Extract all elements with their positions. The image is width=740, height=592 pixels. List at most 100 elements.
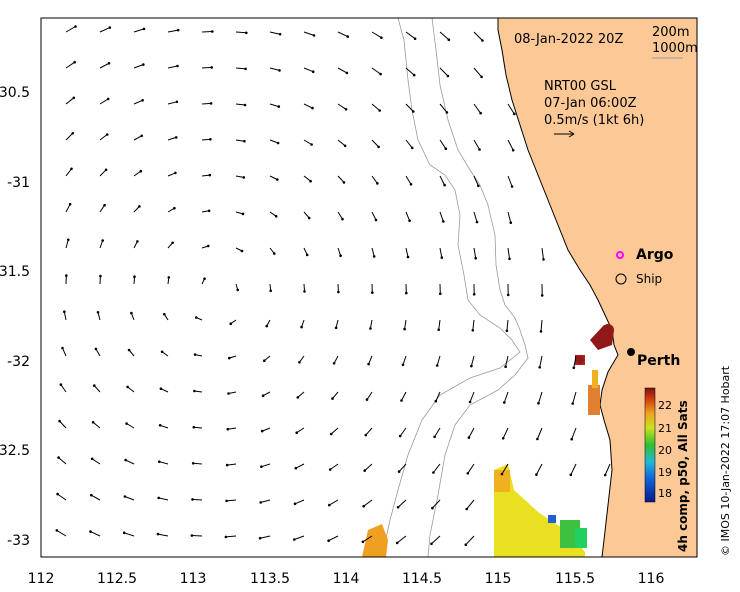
colorbar-tick-label: 20 (658, 444, 672, 457)
product-time: 07-Jan 06:00Z (544, 96, 637, 111)
current-vector-head (503, 401, 506, 404)
current-vector-head (412, 110, 415, 113)
current-vector-head (158, 424, 162, 427)
current-vector-head (208, 173, 212, 177)
colorbar-tick-label: 18 (658, 487, 672, 500)
current-vector-head (346, 35, 350, 38)
current-vector-head (57, 456, 60, 459)
current-vector (193, 462, 203, 465)
current-vector (466, 499, 475, 510)
current-vector-head (65, 274, 68, 277)
current-vector-head (142, 63, 145, 66)
current-vector-head (379, 72, 382, 76)
current-vector-head (174, 171, 177, 175)
current-vector (366, 391, 373, 400)
current-vector (435, 391, 441, 402)
current-vector (402, 355, 407, 365)
y-tick-label: -32 (7, 354, 30, 370)
current-vector (294, 535, 305, 540)
current-vector (337, 211, 343, 220)
current-vector-head (376, 182, 379, 185)
current-vector (397, 499, 407, 508)
current-vector (399, 427, 407, 437)
current-vector-head (194, 316, 198, 319)
current-vector-head (504, 365, 507, 369)
x-tick-label: 115.5 (555, 571, 595, 587)
current-vector-head (294, 466, 298, 470)
current-vector-head (236, 288, 239, 292)
current-vector (227, 427, 237, 430)
current-vector (405, 175, 412, 185)
current-vector (604, 463, 611, 476)
current-vector (362, 535, 373, 543)
current-vector (303, 211, 310, 219)
current-vector (294, 499, 305, 505)
current-vector-head (501, 437, 505, 440)
current-vector-head (433, 435, 436, 439)
current-vector-head (481, 39, 484, 42)
current-vector-head (430, 542, 433, 546)
y-tick-label: 30.5 (0, 85, 30, 101)
ship-marker-icon (615, 273, 627, 285)
current-vector-head (107, 62, 111, 65)
current-vector-head (479, 111, 482, 115)
current-vector-head (160, 350, 164, 354)
current-vector (159, 461, 169, 465)
current-vector-head (311, 106, 314, 110)
current-vector (363, 499, 373, 507)
current-vector-head (207, 209, 211, 213)
current-vector-head (409, 183, 413, 186)
current-vector-head (472, 293, 476, 296)
current-vector-head (307, 216, 311, 220)
current-vector (99, 240, 104, 249)
current-vector-head (361, 540, 365, 544)
current-vector (260, 499, 271, 503)
current-vector-head (101, 239, 104, 242)
current-vector (167, 65, 178, 69)
current-vector-head (506, 293, 510, 297)
current-vector (371, 175, 378, 184)
product-label: NRT00 GSL (544, 79, 617, 94)
current-vector-head (369, 327, 372, 330)
current-vector (201, 138, 211, 141)
current-vector (572, 391, 577, 404)
current-vector-head (367, 362, 370, 366)
current-vector (369, 319, 373, 329)
argo-marker-icon (616, 251, 624, 259)
current-vector-head (260, 465, 263, 469)
current-vector (433, 463, 441, 473)
current-vector (193, 426, 203, 429)
current-vector-head (276, 141, 280, 145)
current-vector (536, 427, 543, 440)
current-vector-head (99, 274, 102, 278)
current-vector-head (311, 70, 315, 73)
current-vector (167, 101, 178, 105)
current-vector-head (127, 348, 131, 352)
current-vector (335, 319, 339, 328)
current-vectors (55, 25, 611, 547)
current-vector-head (108, 26, 112, 29)
current-vector (405, 139, 413, 149)
current-vector (505, 355, 509, 367)
current-vector-head (94, 347, 98, 351)
current-vector-head (174, 136, 178, 139)
current-vector (371, 67, 381, 75)
current-vector-head (511, 148, 515, 152)
current-vector (432, 499, 441, 509)
current-vector-head (130, 311, 133, 315)
current-vector-head (510, 185, 514, 188)
current-vector-head (295, 431, 299, 435)
current-vector (92, 421, 101, 429)
current-vector (507, 211, 512, 223)
current-vector-head (104, 168, 108, 172)
current-vector (65, 203, 71, 213)
current-vector (127, 386, 135, 393)
current-vector (573, 355, 577, 368)
current-vector (439, 175, 446, 186)
current-vector-head (363, 469, 367, 472)
current-vector-head (431, 506, 434, 510)
current-vector-head (157, 496, 160, 500)
current-vector-head (468, 400, 472, 404)
current-vector (439, 247, 443, 258)
current-vector-head (138, 205, 141, 208)
